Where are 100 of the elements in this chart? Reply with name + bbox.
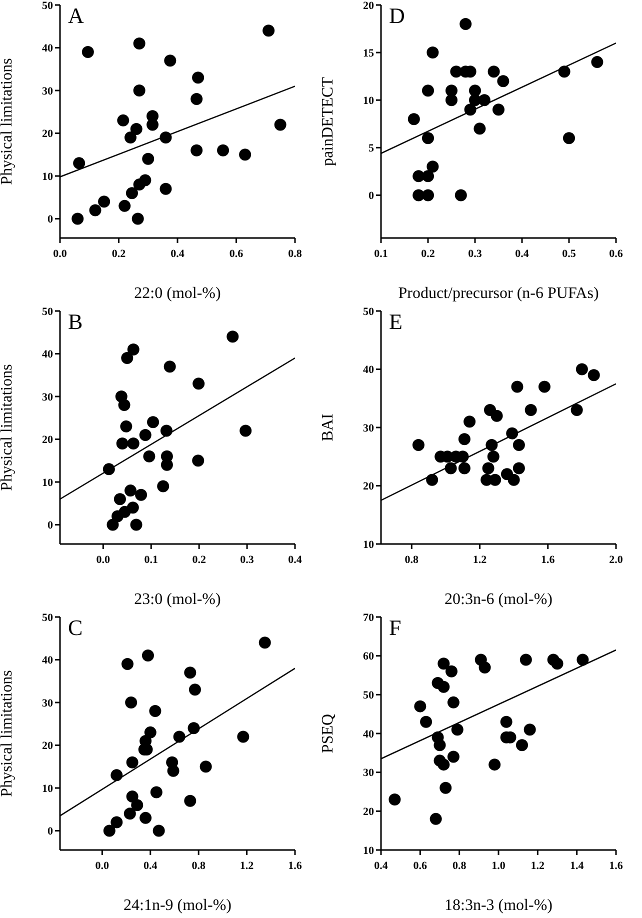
point <box>458 462 470 474</box>
x-tick-label: 0.0 <box>96 554 111 566</box>
point <box>73 157 86 170</box>
point <box>188 684 201 696</box>
point <box>82 46 94 58</box>
point <box>121 352 134 364</box>
chart-title: F <box>389 615 402 640</box>
point <box>551 658 564 670</box>
point <box>576 363 588 376</box>
point <box>524 724 536 736</box>
point <box>89 204 102 216</box>
x-tick-label: 1.2 <box>240 860 254 872</box>
point <box>149 705 162 718</box>
point <box>144 726 156 738</box>
point <box>440 782 452 794</box>
point <box>460 18 472 30</box>
x-tick-label: 2.0 <box>609 554 624 566</box>
y-tick-label: 5 <box>368 142 374 155</box>
point <box>173 730 186 743</box>
y-tick-label: 20 <box>363 806 374 818</box>
point <box>164 54 176 67</box>
point <box>489 474 502 486</box>
point <box>490 410 503 422</box>
point <box>500 716 512 728</box>
x-tick-label: 1.0 <box>492 860 506 872</box>
point <box>538 380 550 393</box>
y-tick-label: 0 <box>368 190 374 202</box>
point <box>72 212 84 225</box>
point <box>126 756 138 768</box>
point <box>124 484 136 497</box>
y-tick-label: 30 <box>42 391 54 404</box>
x-tick-label: 0.6 <box>609 248 624 260</box>
point <box>118 399 130 412</box>
x-tick-label: 0.4 <box>374 860 388 872</box>
point <box>160 182 172 195</box>
point <box>446 665 458 678</box>
chart-title: C <box>68 615 83 640</box>
point <box>434 739 446 752</box>
y-axis-title: Physical limitations <box>0 364 16 491</box>
y-tick-label: 20 <box>42 434 54 446</box>
point <box>157 480 170 492</box>
point <box>478 94 490 106</box>
x-tick-label: 0.2 <box>192 554 206 566</box>
point <box>131 799 144 812</box>
point <box>164 360 176 373</box>
point <box>563 132 575 144</box>
point <box>438 658 450 670</box>
x-tick-label: 0.3 <box>240 554 254 566</box>
point <box>127 438 140 450</box>
point <box>110 816 123 828</box>
point <box>482 462 494 474</box>
x-tick-label: 0.1 <box>374 248 388 260</box>
x-tick-label: 0.4 <box>170 248 185 260</box>
point <box>130 122 142 135</box>
point <box>117 114 130 126</box>
point <box>133 84 146 97</box>
point <box>192 454 204 467</box>
point <box>114 493 126 506</box>
x-tick-label: 0.1 <box>144 554 158 566</box>
point <box>426 160 439 173</box>
point <box>478 661 491 674</box>
x-tick-label: 0.4 <box>144 860 158 872</box>
point <box>160 132 172 144</box>
point <box>146 118 159 131</box>
point <box>492 104 504 116</box>
point <box>464 416 476 428</box>
point <box>143 450 156 462</box>
y-tick-label: 40 <box>42 42 54 55</box>
y-tick-label: 50 <box>42 306 54 318</box>
x-tick-label: 0.4 <box>515 248 530 260</box>
point <box>422 132 434 144</box>
chart-title: E <box>389 309 402 334</box>
point <box>422 170 434 182</box>
y-axis-title: BAI <box>320 414 337 442</box>
point <box>520 654 532 666</box>
point <box>126 502 139 514</box>
point <box>124 132 136 144</box>
x-axis-title: 23:0 (mol-%) <box>134 591 221 608</box>
point <box>388 794 401 806</box>
point <box>430 812 442 825</box>
point <box>121 658 134 670</box>
point <box>458 433 470 446</box>
point <box>262 24 275 37</box>
x-axis-title: 20:3n-6 (mol-%) <box>444 591 552 608</box>
point <box>139 174 152 186</box>
point <box>451 724 464 736</box>
x-tick-label: 0.8 <box>288 248 302 260</box>
y-axis-title: Physical limitations <box>0 58 16 185</box>
y-tick-label: 30 <box>363 422 374 434</box>
x-tick-label: 0.6 <box>413 860 428 872</box>
point <box>240 424 252 437</box>
point <box>446 94 458 106</box>
y-tick-label: 40 <box>42 348 54 361</box>
x-axis-title: 18:3n-3 (mol-%) <box>444 897 552 914</box>
point <box>132 212 144 225</box>
y-tick-label: 20 <box>42 128 54 140</box>
point <box>497 75 510 88</box>
point <box>120 420 132 432</box>
y-tick-label: 20 <box>363 480 374 493</box>
point <box>422 189 434 202</box>
